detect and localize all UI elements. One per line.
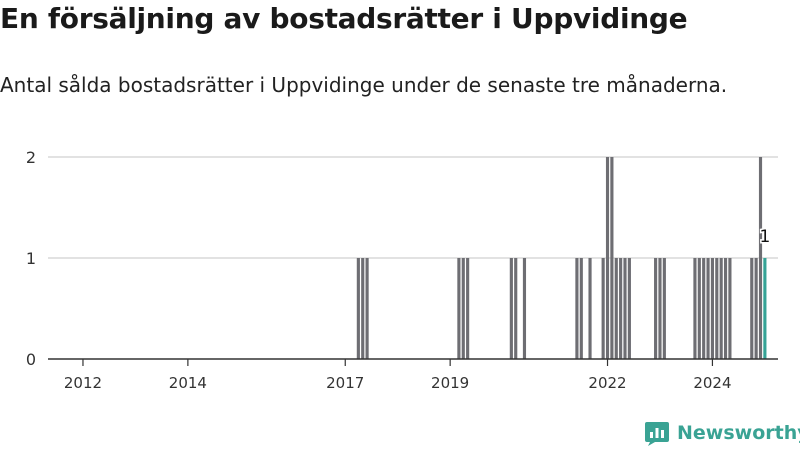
bar	[575, 258, 579, 359]
bar	[365, 258, 369, 359]
page-subtitle: Antal sålda bostadsrätter i Uppvidinge u…	[0, 73, 728, 97]
x-tick-label: 2024	[693, 374, 731, 392]
brand-logo: Newsworthy	[644, 420, 800, 446]
bar	[466, 258, 470, 359]
bar	[610, 157, 614, 359]
bar-chart: 0 1 2 1 2012 2014 2017 2019 2022 2024	[26, 148, 778, 392]
bar	[662, 258, 666, 359]
bar	[754, 258, 758, 359]
bar	[728, 258, 732, 359]
x-tick-label: 2019	[431, 374, 469, 392]
bar	[702, 258, 706, 359]
bar	[619, 258, 623, 359]
bar	[654, 258, 658, 359]
x-tick-label: 2012	[64, 374, 102, 392]
y-tick-label: 0	[26, 350, 36, 369]
bar	[627, 258, 631, 359]
bar	[750, 258, 754, 359]
bar	[356, 258, 360, 359]
bar	[579, 258, 583, 359]
bar	[457, 258, 461, 359]
bar	[361, 258, 365, 359]
bar	[614, 258, 618, 359]
bar-highlight	[763, 258, 767, 359]
bar	[514, 258, 518, 359]
bar	[693, 258, 697, 359]
bar	[605, 157, 610, 359]
bar	[719, 258, 723, 359]
bar	[461, 258, 465, 359]
newsworthy-logo-icon	[645, 422, 669, 446]
bar	[522, 258, 527, 359]
bar	[706, 258, 710, 359]
brand-name: Newsworthy	[677, 422, 800, 444]
highlight-value-label: 1	[759, 227, 770, 247]
bar	[758, 157, 763, 359]
y-tick-label: 1	[26, 249, 36, 268]
bar	[623, 258, 627, 359]
bar	[658, 258, 662, 359]
bar	[710, 258, 715, 359]
page-title: En försäljning av bostadsrätter i Uppvid…	[0, 2, 688, 35]
x-tick-label: 2017	[326, 374, 364, 392]
x-tick-label: 2014	[169, 374, 207, 392]
bar	[723, 258, 728, 359]
bar	[588, 258, 592, 359]
y-tick-label: 2	[26, 148, 36, 167]
bar	[715, 258, 719, 359]
bar	[509, 258, 513, 359]
x-tick-label: 2022	[588, 374, 626, 392]
bar	[697, 258, 701, 359]
bar	[601, 258, 605, 359]
